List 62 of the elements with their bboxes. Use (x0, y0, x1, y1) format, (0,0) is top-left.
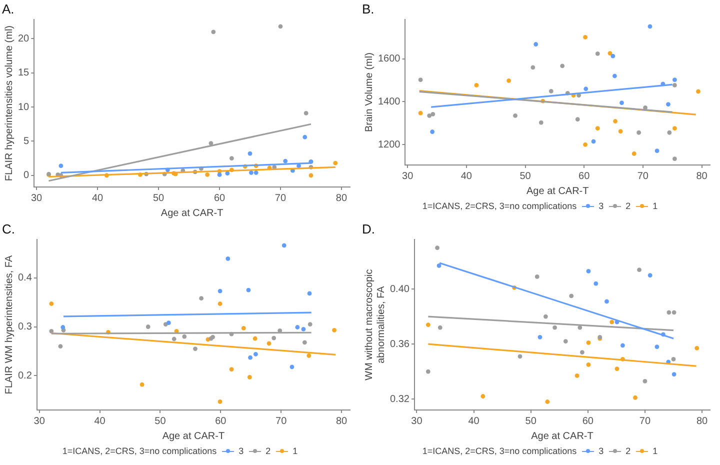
x-tick-label: 70 (639, 416, 651, 427)
x-tick-label: 60 (215, 416, 227, 427)
y-axis-title: Brain Volume (ml) (364, 52, 375, 132)
x-tick-label: 70 (274, 192, 286, 204)
y-axis-title: WM without macroscopic abnormalities, FA (364, 269, 387, 380)
x-tick-label: 40 (460, 170, 472, 182)
x-tick-label: 50 (520, 170, 532, 182)
y-tick-label: 0.2 (18, 370, 32, 382)
legend-title: 1=ICANS, 2=CRS, 3=no complications (62, 445, 217, 458)
legend-label: 3 (238, 445, 244, 458)
y-tick-label: 0.4 (18, 272, 32, 284)
y-tick-label: 10 (18, 102, 30, 113)
y-axis-title: FLAIR WM hyperintensities, FA (4, 255, 15, 394)
x-tick-label: 80 (336, 192, 348, 204)
y-tick-label: 0.3 (18, 322, 32, 333)
legend-label: 1 (292, 445, 298, 458)
legend-label: 2 (266, 445, 271, 458)
y-tick-label: 0.32 (390, 394, 410, 405)
x-tick-label: 50 (154, 416, 166, 427)
chart-title: D. (362, 221, 375, 236)
x-tick-label: 40 (92, 192, 104, 204)
x-tick-label: 80 (336, 416, 348, 427)
x-tick-label: 40 (94, 416, 106, 427)
x-tick-label: 80 (696, 170, 708, 182)
y-tick-label: 1600 (378, 54, 401, 65)
x-tick-label: 30 (402, 170, 414, 182)
legend-label: 2 (626, 445, 631, 458)
x-tick-label: 50 (152, 192, 165, 204)
x-tick-label: 60 (214, 192, 226, 204)
y-tick-label: 5 (24, 136, 30, 147)
x-tick-label: 80 (696, 416, 708, 427)
x-axis-title: Age at CAR-T (526, 186, 589, 197)
y-tick-label: 1200 (378, 139, 401, 150)
x-tick-label: 30 (31, 192, 43, 204)
x-axis-title: Age at CAR-T (162, 430, 225, 442)
chart-title: A. (2, 1, 14, 16)
y-tick-label: 20 (18, 33, 30, 44)
x-tick-label: 70 (637, 170, 649, 182)
x-tick-label: 70 (276, 416, 288, 427)
legend-title: 1=ICANS, 2=CRS, 3=no complications (422, 200, 577, 213)
x-tick-label: 40 (468, 416, 480, 427)
x-tick-label: 30 (34, 416, 46, 427)
x-axis-title: Age at CAR-T (531, 430, 594, 442)
legend-title: 1=ICANS, 2=CRS, 3=no complications (422, 445, 577, 458)
legend-label: 1 (652, 200, 658, 213)
y-tick-label: 0 (24, 170, 30, 182)
y-tick-label: 0.36 (390, 338, 410, 350)
y-tick-label: 0.40 (390, 284, 410, 295)
y-tick-label: 15 (18, 68, 30, 79)
x-tick-label: 30 (411, 416, 423, 427)
legend-label: 3 (598, 445, 604, 458)
chart-title: C. (2, 221, 15, 236)
y-axis-title: FLAIR hyperintensities volume (ml) (4, 25, 15, 182)
x-tick-label: 60 (578, 170, 590, 182)
legend-label: 1 (652, 445, 658, 458)
x-tick-label: 50 (525, 416, 537, 427)
x-axis-title: Age at CAR-T (160, 208, 224, 219)
chart-title: B. (362, 1, 374, 16)
legend-label: 3 (598, 200, 604, 213)
legend-label: 2 (626, 200, 631, 213)
x-tick-label: 60 (582, 416, 594, 427)
y-tick-label: 1400 (378, 96, 401, 108)
